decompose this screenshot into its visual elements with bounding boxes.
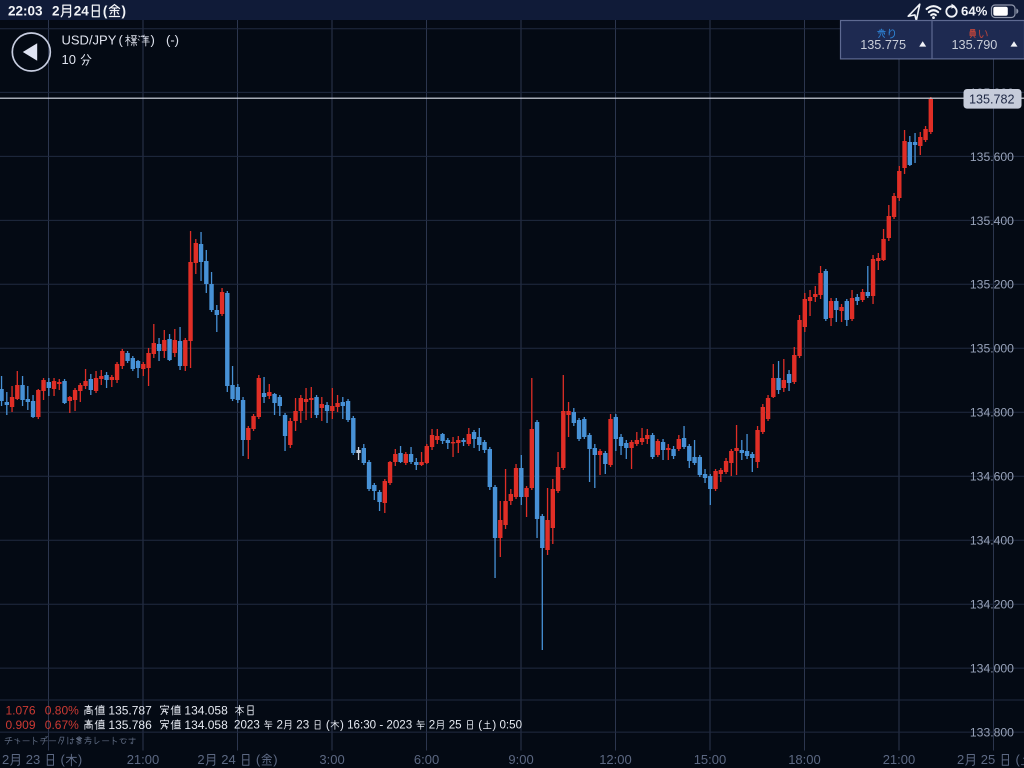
svg-text:135.000: 135.000 (970, 342, 1014, 356)
svg-text:12:00: 12:00 (599, 752, 632, 767)
svg-text:2: 2 (2, 752, 9, 767)
svg-text:23: 23 (296, 719, 309, 732)
svg-text:2: 2 (197, 752, 204, 767)
svg-text:135.782: 135.782 (969, 92, 1015, 106)
svg-text:(: ( (61, 752, 66, 767)
svg-text:24: 24 (74, 3, 90, 18)
svg-text:): ) (151, 33, 155, 48)
svg-text:0.80%: 0.80% (45, 703, 79, 717)
svg-text:134.058: 134.058 (184, 703, 228, 717)
svg-text:24: 24 (221, 752, 235, 767)
svg-text:133.800: 133.800 (970, 726, 1014, 740)
svg-text:10: 10 (62, 52, 76, 67)
svg-text:): ) (122, 3, 127, 18)
svg-text:) 16:30 - 2023: ) 16:30 - 2023 (340, 719, 412, 732)
svg-text:135.600: 135.600 (970, 150, 1014, 164)
svg-text:135.786: 135.786 (108, 718, 152, 732)
svg-text:64%: 64% (961, 4, 988, 19)
svg-text:135.787: 135.787 (108, 703, 152, 717)
svg-text:134.600: 134.600 (970, 470, 1014, 484)
svg-text:135.200: 135.200 (970, 278, 1014, 292)
svg-text:15:00: 15:00 (694, 752, 727, 767)
svg-text:USD/JPY: USD/JPY (62, 33, 117, 48)
svg-text:134.400: 134.400 (970, 534, 1014, 548)
svg-text:135.775: 135.775 (860, 38, 906, 52)
svg-text:り: り (886, 27, 897, 40)
svg-text:2: 2 (52, 3, 60, 18)
svg-text:(: ( (1016, 752, 1021, 767)
svg-text:3:00: 3:00 (319, 752, 344, 767)
svg-text:(: ( (256, 752, 261, 767)
svg-text:(: ( (478, 719, 482, 732)
svg-text:): ) (273, 752, 277, 767)
svg-text:0.909: 0.909 (6, 718, 36, 732)
svg-text:) 0:50: ) 0:50 (492, 719, 522, 732)
svg-text:6:00: 6:00 (414, 752, 439, 767)
svg-text:134.200: 134.200 (970, 598, 1014, 612)
svg-text:0.67%: 0.67% (45, 718, 79, 732)
svg-text:2023: 2023 (234, 719, 260, 732)
svg-text:134.800: 134.800 (970, 406, 1014, 420)
svg-text:134.000: 134.000 (970, 662, 1014, 676)
svg-text:2: 2 (957, 752, 964, 767)
svg-text:(: ( (103, 3, 108, 18)
svg-text:2: 2 (277, 719, 283, 732)
svg-text:135.400: 135.400 (970, 214, 1014, 228)
svg-text:25: 25 (449, 719, 462, 732)
svg-text:21:00: 21:00 (883, 752, 916, 767)
svg-text:22:03: 22:03 (8, 3, 43, 18)
svg-text:9:00: 9:00 (508, 752, 533, 767)
svg-text:(-): (-) (166, 33, 179, 48)
svg-text:21:00: 21:00 (127, 752, 160, 767)
svg-text:23: 23 (26, 752, 40, 767)
svg-text:18:00: 18:00 (788, 752, 821, 767)
svg-text:(: ( (119, 33, 124, 48)
svg-text:134.058: 134.058 (184, 718, 228, 732)
svg-text:(: ( (326, 719, 330, 732)
svg-text:135.790: 135.790 (952, 38, 998, 52)
svg-text:2: 2 (429, 719, 435, 732)
svg-text:): ) (78, 752, 82, 767)
svg-text:い: い (978, 28, 989, 40)
svg-text:1.076: 1.076 (6, 703, 36, 717)
svg-text:25: 25 (981, 752, 995, 767)
